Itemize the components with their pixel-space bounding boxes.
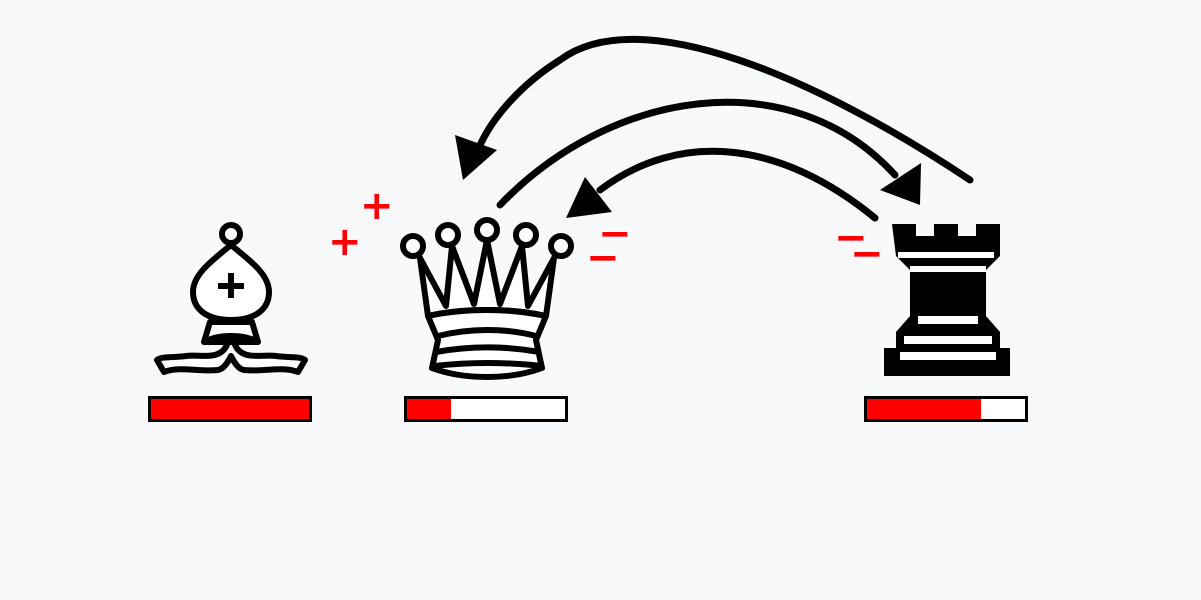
bishop-health-bar: [148, 396, 312, 422]
queen-health-bar: [404, 396, 568, 422]
queen-health-fill: [407, 399, 452, 419]
rook-health-fill: [867, 399, 981, 419]
minus-sign: −: [834, 215, 868, 261]
arrow-rook-to-queen-inner: [596, 147, 879, 222]
bishop-icon[interactable]: [154, 222, 308, 375]
minus-sign: −: [598, 211, 632, 257]
bishop-health-fill: [151, 399, 309, 419]
plus-sign: +: [328, 219, 362, 265]
rook-icon[interactable]: [884, 224, 1010, 376]
arrow-queen-to-rook: [496, 98, 899, 209]
rook-health-bar: [864, 396, 1028, 422]
arrow-rook-to-queen-outer: [474, 35, 974, 184]
arrow-icon: [455, 135, 497, 180]
plus-sign: +: [360, 183, 394, 229]
arrow-icon: [566, 177, 612, 218]
minus-sign: −: [586, 235, 620, 281]
minus-sign: −: [850, 231, 884, 277]
arrow-icon: [880, 163, 921, 205]
arrowheads: [455, 135, 921, 218]
queen-icon[interactable]: [400, 217, 574, 380]
move-arrows: [474, 35, 974, 222]
